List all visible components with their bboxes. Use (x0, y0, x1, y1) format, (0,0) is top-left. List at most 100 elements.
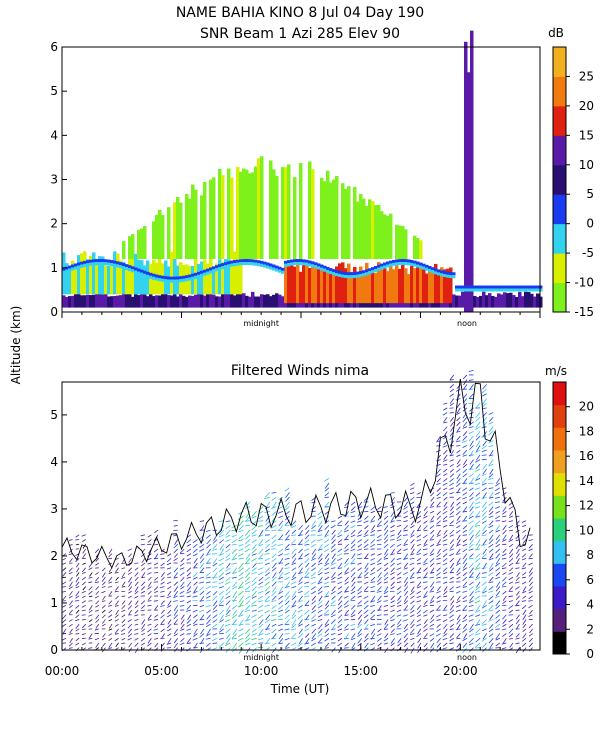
wind-barb (95, 562, 100, 566)
wind-barb (82, 586, 87, 591)
wind-barb (410, 614, 415, 618)
snr-cell (470, 30, 474, 313)
snr-cell (248, 296, 252, 308)
wind-barb (95, 590, 100, 595)
wind-barb (351, 633, 356, 639)
wind-barb (462, 374, 468, 380)
wind-barb (199, 590, 205, 596)
wind-barb (141, 572, 146, 578)
wind-barb (140, 553, 146, 557)
wind-barb (462, 558, 468, 564)
wind-barb (462, 421, 468, 428)
wind-barb (482, 600, 487, 607)
wind-barb (501, 642, 507, 645)
wind-barb (416, 605, 422, 610)
wind-barb (290, 642, 297, 646)
wind-barb (284, 576, 290, 581)
wind-barb (244, 609, 251, 613)
wind-barb (330, 600, 336, 605)
snr-cell (266, 262, 270, 266)
wind-barb (318, 637, 323, 643)
snr-cell (164, 279, 168, 283)
wind-barb (463, 431, 468, 436)
snr-cell (80, 253, 84, 295)
wind-barb (258, 628, 264, 636)
wind-barb (154, 642, 159, 648)
winds-colorbar-tick-label: 20 (579, 400, 594, 414)
snr-cell (254, 262, 258, 266)
wind-barb (417, 638, 422, 643)
wind-barb (436, 445, 441, 447)
wind-barb (468, 637, 474, 644)
wind-barb (206, 628, 211, 636)
wind-barb (337, 520, 343, 525)
wind-barb (515, 543, 520, 550)
snr-cell (194, 189, 198, 259)
wind-barb (456, 614, 461, 621)
wind-barb (488, 525, 494, 529)
snr-title-line1: NAME BAHIA KINO 8 Jul 04 Day 190 (176, 5, 424, 21)
wind-barb (304, 553, 310, 557)
wind-barb (481, 534, 487, 537)
snr-cell (125, 266, 129, 295)
snr-cell (236, 262, 240, 266)
wind-barb (311, 553, 317, 559)
wind-barb (245, 572, 251, 579)
wind-barb (508, 572, 514, 575)
wind-barb (449, 463, 454, 468)
wind-barb (403, 628, 409, 633)
snr-cell (143, 273, 147, 277)
wind-barb (166, 595, 172, 599)
wind-barb (225, 595, 231, 599)
wind-barb (390, 572, 395, 576)
snr-cell (272, 294, 276, 308)
wind-barb (173, 557, 178, 562)
wind-barb (449, 539, 455, 545)
wind-barb (436, 628, 441, 633)
wind-barb (343, 595, 349, 599)
wind-barb (488, 440, 494, 444)
wind-barb (462, 463, 468, 468)
wind-barb (410, 567, 415, 572)
snr-cell (473, 285, 477, 289)
wind-barb (180, 637, 185, 642)
wind-barb (468, 454, 474, 456)
wind-barb (337, 553, 343, 557)
snr-cell (134, 253, 138, 295)
snr-cell (335, 270, 339, 274)
snr-cell (230, 177, 234, 259)
snr-cell (98, 262, 102, 266)
wind-barb (344, 623, 349, 629)
wind-barb (489, 576, 494, 582)
wind-barb (69, 628, 73, 634)
wind-barb (304, 628, 310, 632)
snr-cell (371, 269, 375, 304)
wind-barb (244, 558, 251, 565)
wind-barb (456, 600, 461, 604)
snr-cell (497, 288, 501, 292)
snr-cell (473, 295, 477, 308)
wind-barb (218, 557, 224, 562)
wind-barb (508, 637, 514, 640)
wind-barb (128, 628, 133, 634)
wind-barb (251, 600, 257, 605)
wind-barb (108, 642, 113, 648)
snr-colorbar-tick-label: -10 (574, 276, 594, 290)
wind-barb (186, 605, 192, 610)
wind-barb (68, 572, 73, 575)
wind-barb (173, 633, 178, 637)
wind-barb (304, 647, 310, 651)
wind-barb (430, 642, 435, 649)
wind-barb (350, 572, 356, 578)
wind-barb (488, 477, 494, 480)
wind-barb (219, 637, 224, 640)
wind-barb (443, 449, 448, 455)
wind-barb (140, 590, 146, 594)
wind-barb (469, 642, 474, 646)
wind-barb (205, 604, 211, 608)
wind-barb (469, 501, 474, 509)
snr-cell (92, 252, 96, 295)
wind-barb (377, 595, 382, 601)
snr-cell (161, 292, 165, 308)
wind-barb (160, 581, 165, 585)
